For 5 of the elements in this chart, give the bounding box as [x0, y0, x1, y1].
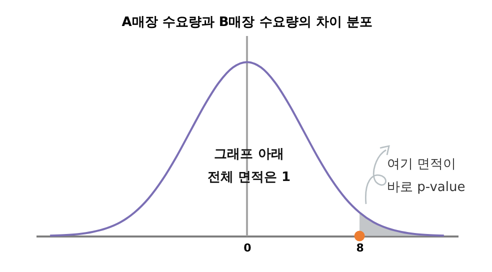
chart-title: A매장 수요량과 B매장 수요량의 차이 분포 [122, 15, 372, 30]
x-tick-label: 0 [244, 242, 252, 254]
x-tick-label: 8 [356, 242, 364, 254]
annotation: 그래프 아래 전체 면적은 1 [207, 147, 291, 185]
annotation: 여기 면적이 바로 p-value [387, 157, 466, 195]
